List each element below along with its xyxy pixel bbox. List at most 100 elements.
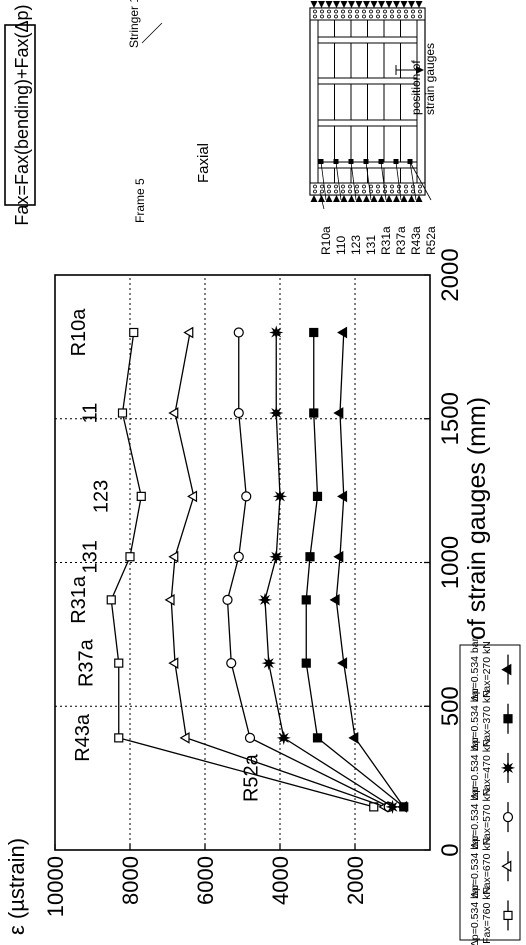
data-point: [329, 594, 340, 606]
data-point: [117, 408, 128, 418]
bolt-hole: [390, 189, 394, 194]
load-arrow: [408, 195, 415, 202]
gauge-label: R43a: [409, 226, 423, 255]
legend-marker: [500, 760, 516, 776]
series-line: [170, 332, 386, 808]
load-arrow: [325, 195, 333, 202]
bolt-hole: [390, 184, 394, 189]
gauge-leader: [365, 161, 372, 201]
bolt-hole: [327, 184, 331, 189]
gauge-leader: [380, 161, 387, 201]
bolt-hole: [327, 189, 331, 194]
bolt-hole: [404, 184, 408, 189]
bolt-hole: [348, 14, 352, 19]
panel-schematic: Stringer 1 Frame 5 Faxial position of st…: [127, 0, 438, 255]
load-arrow: [348, 1, 355, 8]
bolt-hole: [341, 9, 345, 14]
data-point: [125, 552, 135, 562]
y-axis-label: ε (µstrain): [4, 838, 29, 935]
data-point: [233, 551, 244, 562]
x-tick-label: 1500: [437, 392, 464, 445]
bolt-hole: [320, 9, 324, 14]
annotation-label: R10a: [68, 308, 90, 357]
annotation-label: 131: [79, 540, 101, 573]
bolt-hole: [355, 9, 359, 14]
load-arrow: [378, 195, 385, 202]
legend-line-2: Fax=760 kN: [481, 887, 493, 944]
legend-marker: [502, 811, 514, 823]
bolt-hole: [355, 184, 359, 189]
bolt-hole: [397, 189, 401, 194]
gauge-marker: [348, 159, 354, 164]
legend-item-2: Δp=0.534 bar Fax=670 kN: [469, 834, 512, 898]
bolt-hole: [369, 9, 373, 14]
legend-line-2: Fax=370 kN: [481, 690, 493, 747]
load-arrow: [385, 195, 393, 202]
annotation-label: 11: [79, 403, 101, 424]
load-arrow: [378, 1, 385, 8]
load-arrow: [355, 195, 363, 202]
gauge-leader: [320, 161, 327, 201]
data-point: [261, 655, 276, 671]
formula-box: Fax=Fax(bending)+Fax(Δp): [4, 4, 36, 226]
gauge-label: 123: [349, 235, 363, 255]
load-arrow: [310, 1, 318, 8]
data-point: [337, 490, 348, 503]
data-point: [333, 407, 344, 419]
legend-item-4: Δp=0.534 bar Fax=470 kN: [469, 736, 516, 800]
bolt-hole: [397, 9, 401, 14]
bolt-hole: [320, 189, 324, 194]
legend-line-1: Δp=0.534 bar: [469, 687, 481, 751]
stringer-label: Stringer 1: [127, 0, 141, 48]
bolt-hole: [376, 189, 380, 194]
legend-item-6: Δp=0.534 bar Fax=270 kN: [469, 637, 512, 701]
legend-line-1: Δp=0.534 bar: [469, 736, 481, 800]
legend-marker: [503, 910, 513, 921]
data-point: [244, 732, 256, 743]
data-point: [168, 657, 179, 669]
bolt-hole: [313, 14, 317, 19]
bolt-hole: [362, 189, 366, 194]
data-point: [269, 405, 284, 421]
y-tick-label: 6000: [193, 856, 218, 905]
load-arrow: [325, 1, 333, 8]
data-point: [309, 327, 319, 338]
gauge-labels: R10a 110 123 131 R31a R37a R43a R52a: [319, 226, 438, 255]
legend-line-1: Δp=0.534 bar: [469, 883, 481, 945]
gauge-marker: [393, 159, 399, 164]
y-tick-label: 2000: [343, 856, 368, 905]
bolt-hole: [418, 14, 422, 19]
x-tick-label: 2000: [437, 248, 464, 301]
load-arrow: [318, 1, 325, 8]
gauge-label: R10a: [319, 226, 333, 255]
bolt-hole: [348, 9, 352, 14]
bolt-strip: [309, 7, 426, 21]
legend-line-1: Δp=0.534 bar: [469, 637, 481, 701]
gauge-marker: [407, 159, 413, 164]
bolt-hole: [327, 14, 331, 19]
gauge-marker: [333, 159, 339, 164]
legend-line-1: Δp=0.534 bar: [469, 834, 481, 898]
gauge-leader: [350, 161, 357, 201]
data-point: [222, 594, 233, 605]
legend-line-2: Fax=470 kN: [481, 739, 493, 796]
bolt-hole: [320, 184, 324, 189]
series-layer: [106, 325, 409, 815]
gauge-leader: [335, 161, 342, 201]
position-arrow-head: [416, 66, 424, 74]
series-line: [226, 332, 390, 808]
data-point: [168, 407, 179, 419]
annotation-label: R43a: [72, 713, 94, 762]
bolt-hole: [341, 184, 345, 189]
bolt-hole: [362, 184, 366, 189]
legend-line-1: Δp=0.534 bar: [469, 785, 481, 849]
data-point: [168, 550, 179, 563]
bolt-hole: [383, 184, 387, 189]
data-point: [301, 658, 311, 668]
data-point: [187, 490, 198, 503]
grid-lines: [55, 275, 430, 850]
bolt-hole: [355, 189, 359, 194]
